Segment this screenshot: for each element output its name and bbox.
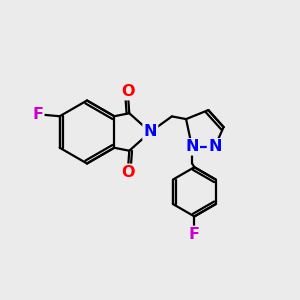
Text: O: O: [121, 84, 134, 99]
Text: F: F: [189, 227, 200, 242]
Text: N: N: [143, 124, 157, 140]
Text: O: O: [121, 165, 134, 180]
Text: F: F: [32, 107, 43, 122]
Text: N: N: [185, 139, 199, 154]
Text: N: N: [208, 139, 221, 154]
